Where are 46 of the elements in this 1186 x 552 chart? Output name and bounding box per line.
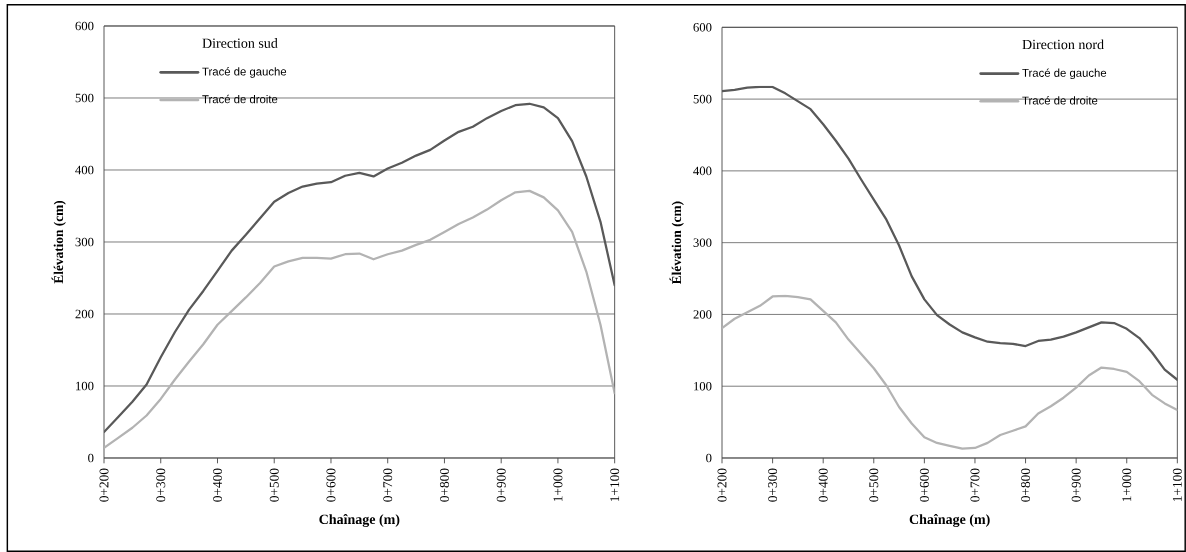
x-tick-label: 0+200	[99, 468, 109, 502]
x-tick-label: 0+700	[383, 468, 393, 502]
y-tick-label: 500	[75, 93, 94, 103]
y-tick-label: 400	[75, 165, 94, 175]
y-axis-title: Élévation (cm)	[669, 201, 684, 285]
x-tick-label: 0+300	[768, 468, 778, 502]
line-series	[104, 189, 615, 450]
legend-title: Direction sud	[202, 38, 278, 48]
y-tick-label: 600	[75, 21, 94, 31]
y-tick-label: 600	[693, 23, 712, 32]
x-tick-label: 0+200	[717, 468, 727, 502]
y-tick-label: 200	[75, 309, 94, 319]
legend-label: Tracé de gauche	[202, 67, 287, 78]
x-tick-label: 1+100	[610, 468, 620, 502]
y-tick-label: 100	[76, 381, 94, 391]
x-tick-label: 1+000	[1122, 468, 1132, 502]
y-tick-label: 0	[88, 453, 94, 463]
x-tick-label: 0+600	[326, 468, 336, 502]
x-tick-label: 1+100	[1172, 468, 1182, 502]
x-tick-label: 0+500	[269, 468, 279, 502]
y-tick-label: 300	[693, 238, 712, 247]
x-tick-label: 0+700	[970, 468, 980, 502]
y-tick-label: 500	[693, 94, 712, 104]
y-tick-label: 200	[693, 310, 712, 319]
x-tick-label: 1+000	[553, 468, 563, 502]
legend-title: Direction nord	[1022, 39, 1104, 50]
y-tick-label: 0	[706, 453, 712, 463]
x-tick-label: 0+300	[156, 468, 166, 502]
x-tick-label: 0+600	[919, 468, 929, 502]
line-series	[104, 102, 615, 434]
x-tick-label: 0+800	[439, 468, 449, 502]
legend-label: Tracé de droite	[202, 94, 278, 104]
legend-label: Tracé de droite	[1022, 96, 1098, 105]
x-tick-label: 0+400	[212, 468, 222, 502]
x-axis-title: Chaînage (m)	[319, 514, 400, 527]
y-axis-title: Élévation (cm)	[51, 200, 66, 284]
x-tick-label: 0+500	[869, 468, 879, 502]
y-tick-label: 100	[694, 381, 712, 391]
legend-label: Tracé de gauche	[1022, 68, 1107, 80]
x-tick-label: 0+900	[1071, 468, 1081, 502]
y-tick-label: 400	[693, 166, 712, 176]
y-tick-label: 300	[75, 237, 94, 247]
x-tick-label: 0+900	[496, 468, 506, 502]
x-axis-title: Chaînage (m)	[909, 514, 990, 527]
x-tick-label: 0+400	[818, 468, 828, 502]
x-tick-label: 0+800	[1021, 468, 1031, 502]
